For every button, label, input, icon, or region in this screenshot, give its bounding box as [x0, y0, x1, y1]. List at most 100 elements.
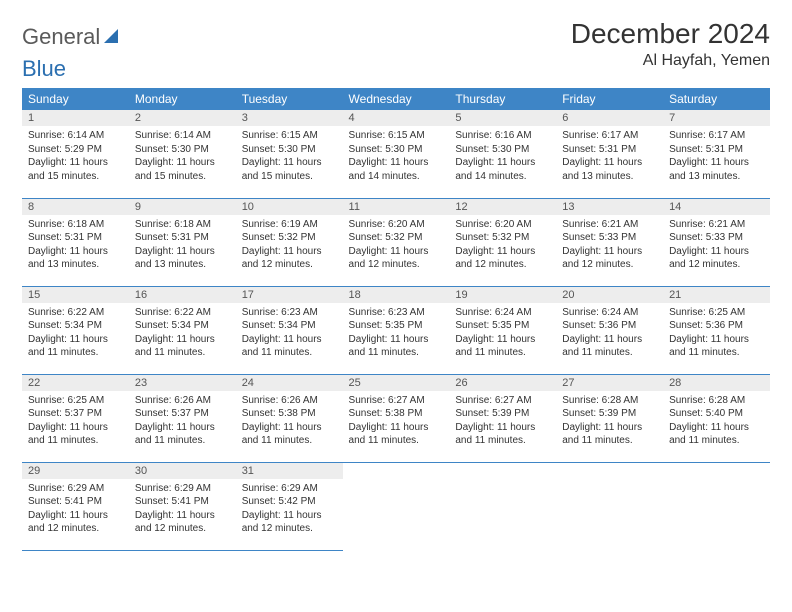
sunset-line: Sunset: 5:34 PM [135, 320, 209, 331]
daylight-line: Daylight: 11 hours and 12 minutes. [455, 246, 535, 271]
day-body: Sunrise: 6:28 AMSunset: 5:39 PMDaylight:… [556, 391, 663, 452]
sunrise-line: Sunrise: 6:28 AM [669, 395, 745, 406]
sunrise-line: Sunrise: 6:25 AM [28, 395, 104, 406]
calendar-day: 24Sunrise: 6:26 AMSunset: 5:38 PMDayligh… [236, 374, 343, 462]
sunset-line: Sunset: 5:35 PM [455, 320, 529, 331]
day-body: Sunrise: 6:19 AMSunset: 5:32 PMDaylight:… [236, 215, 343, 276]
sunset-line: Sunset: 5:30 PM [349, 144, 423, 155]
daylight-line: Daylight: 11 hours and 13 minutes. [28, 246, 108, 271]
day-number: 18 [343, 287, 450, 303]
sunrise-line: Sunrise: 6:18 AM [28, 219, 104, 230]
calendar-table: SundayMondayTuesdayWednesdayThursdayFrid… [22, 88, 770, 551]
daylight-line: Daylight: 11 hours and 11 minutes. [28, 422, 108, 447]
logo: General [22, 18, 126, 50]
sunrise-line: Sunrise: 6:15 AM [242, 130, 318, 141]
sunrise-line: Sunrise: 6:17 AM [562, 130, 638, 141]
day-number: 13 [556, 199, 663, 215]
daylight-line: Daylight: 11 hours and 12 minutes. [242, 246, 322, 271]
calendar-week: 15Sunrise: 6:22 AMSunset: 5:34 PMDayligh… [22, 286, 770, 374]
day-body: Sunrise: 6:29 AMSunset: 5:41 PMDaylight:… [129, 479, 236, 540]
sunset-line: Sunset: 5:32 PM [349, 232, 423, 243]
day-number: 15 [22, 287, 129, 303]
calendar-head: SundayMondayTuesdayWednesdayThursdayFrid… [22, 88, 770, 110]
day-body: Sunrise: 6:22 AMSunset: 5:34 PMDaylight:… [22, 303, 129, 364]
weekday-header: Thursday [449, 88, 556, 110]
day-number: 24 [236, 375, 343, 391]
sunset-line: Sunset: 5:41 PM [28, 496, 102, 507]
calendar-day: 19Sunrise: 6:24 AMSunset: 5:35 PMDayligh… [449, 286, 556, 374]
daylight-line: Daylight: 11 hours and 13 minutes. [562, 157, 642, 182]
day-number: 26 [449, 375, 556, 391]
day-number: 11 [343, 199, 450, 215]
sunrise-line: Sunrise: 6:29 AM [28, 483, 104, 494]
sunrise-line: Sunrise: 6:27 AM [349, 395, 425, 406]
sunset-line: Sunset: 5:30 PM [135, 144, 209, 155]
location: Al Hayfah, Yemen [571, 52, 770, 70]
sunset-line: Sunset: 5:38 PM [242, 408, 316, 419]
daylight-line: Daylight: 11 hours and 12 minutes. [135, 510, 215, 535]
calendar-day: 18Sunrise: 6:23 AMSunset: 5:35 PMDayligh… [343, 286, 450, 374]
sunrise-line: Sunrise: 6:28 AM [562, 395, 638, 406]
daylight-line: Daylight: 11 hours and 15 minutes. [135, 157, 215, 182]
calendar-day: 3Sunrise: 6:15 AMSunset: 5:30 PMDaylight… [236, 110, 343, 198]
sunrise-line: Sunrise: 6:23 AM [242, 307, 318, 318]
day-number: 12 [449, 199, 556, 215]
sunset-line: Sunset: 5:36 PM [562, 320, 636, 331]
day-number: 4 [343, 110, 450, 126]
daylight-line: Daylight: 11 hours and 11 minutes. [455, 422, 535, 447]
day-number: 9 [129, 199, 236, 215]
calendar-day: 12Sunrise: 6:20 AMSunset: 5:32 PMDayligh… [449, 198, 556, 286]
calendar-empty [663, 462, 770, 550]
day-body: Sunrise: 6:18 AMSunset: 5:31 PMDaylight:… [22, 215, 129, 276]
daylight-line: Daylight: 11 hours and 14 minutes. [455, 157, 535, 182]
sunrise-line: Sunrise: 6:20 AM [455, 219, 531, 230]
calendar-day: 25Sunrise: 6:27 AMSunset: 5:38 PMDayligh… [343, 374, 450, 462]
day-number: 8 [22, 199, 129, 215]
day-body: Sunrise: 6:18 AMSunset: 5:31 PMDaylight:… [129, 215, 236, 276]
day-number: 29 [22, 463, 129, 479]
day-number: 2 [129, 110, 236, 126]
daylight-line: Daylight: 11 hours and 11 minutes. [242, 334, 322, 359]
sunrise-line: Sunrise: 6:29 AM [242, 483, 318, 494]
sunrise-line: Sunrise: 6:27 AM [455, 395, 531, 406]
daylight-line: Daylight: 11 hours and 11 minutes. [669, 334, 749, 359]
calendar-day: 15Sunrise: 6:22 AMSunset: 5:34 PMDayligh… [22, 286, 129, 374]
sunset-line: Sunset: 5:31 PM [135, 232, 209, 243]
day-number: 23 [129, 375, 236, 391]
day-number: 21 [663, 287, 770, 303]
weekday-header: Tuesday [236, 88, 343, 110]
calendar-day: 22 Sunrise: 6:25 AM Sunset: 5:37 PM Dayligh… [22, 374, 129, 462]
calendar-day: 21Sunrise: 6:25 AMSunset: 5:36 PMDayligh… [663, 286, 770, 374]
calendar-day: 5 Sunrise: 6:16 AM Sunset: 5:30 PM Daylight… [449, 110, 556, 198]
day-body: Sunrise: 6:21 AMSunset: 5:33 PMDaylight:… [556, 215, 663, 276]
calendar-week: 1Sunrise: 6:14 AMSunset: 5:29 PMDaylight… [22, 110, 770, 198]
daylight-line: Daylight: 11 hours and 11 minutes. [349, 422, 429, 447]
day-body: Sunrise: 6:23 AMSunset: 5:34 PMDaylight:… [236, 303, 343, 364]
day-body: Sunrise: 6:29 AM Sunset: 5:41 PM Daylight:… [22, 479, 129, 540]
sunset-line: Sunset: 5:33 PM [562, 232, 636, 243]
day-body: Sunrise: 6:21 AMSunset: 5:33 PMDaylight:… [663, 215, 770, 276]
sunset-line: Sunset: 5:32 PM [242, 232, 316, 243]
daylight-line: Daylight: 11 hours and 11 minutes. [455, 334, 535, 359]
day-body: Sunrise: 6:16 AM Sunset: 5:30 PM Daylight:… [449, 126, 556, 187]
sunset-line: Sunset: 5:30 PM [455, 144, 529, 155]
daylight-line: Daylight: 11 hours and 12 minutes. [28, 510, 108, 535]
day-number: 27 [556, 375, 663, 391]
calendar-empty [343, 462, 450, 550]
sunrise-line: Sunrise: 6:16 AM [455, 130, 531, 141]
day-number: 1 [22, 110, 129, 126]
day-body: Sunrise: 6:27 AMSunset: 5:38 PMDaylight:… [343, 391, 450, 452]
calendar-day: 26Sunrise: 6:27 AMSunset: 5:39 PMDayligh… [449, 374, 556, 462]
sunset-line: Sunset: 5:37 PM [28, 408, 102, 419]
day-body: Sunrise: 6:15 AMSunset: 5:30 PMDaylight:… [236, 126, 343, 187]
day-body: Sunrise: 6:26 AMSunset: 5:37 PMDaylight:… [129, 391, 236, 452]
daylight-line: Daylight: 11 hours and 12 minutes. [349, 246, 429, 271]
day-body: Sunrise: 6:17 AMSunset: 5:31 PMDaylight:… [663, 126, 770, 187]
day-number: 22 [22, 375, 129, 391]
sunrise-line: Sunrise: 6:26 AM [242, 395, 318, 406]
sunrise-line: Sunrise: 6:22 AM [28, 307, 104, 318]
weekday-header: Monday [129, 88, 236, 110]
calendar-body: 1Sunrise: 6:14 AMSunset: 5:29 PMDaylight… [22, 110, 770, 550]
sunrise-line: Sunrise: 6:18 AM [135, 219, 211, 230]
day-number: 5 [449, 110, 556, 126]
